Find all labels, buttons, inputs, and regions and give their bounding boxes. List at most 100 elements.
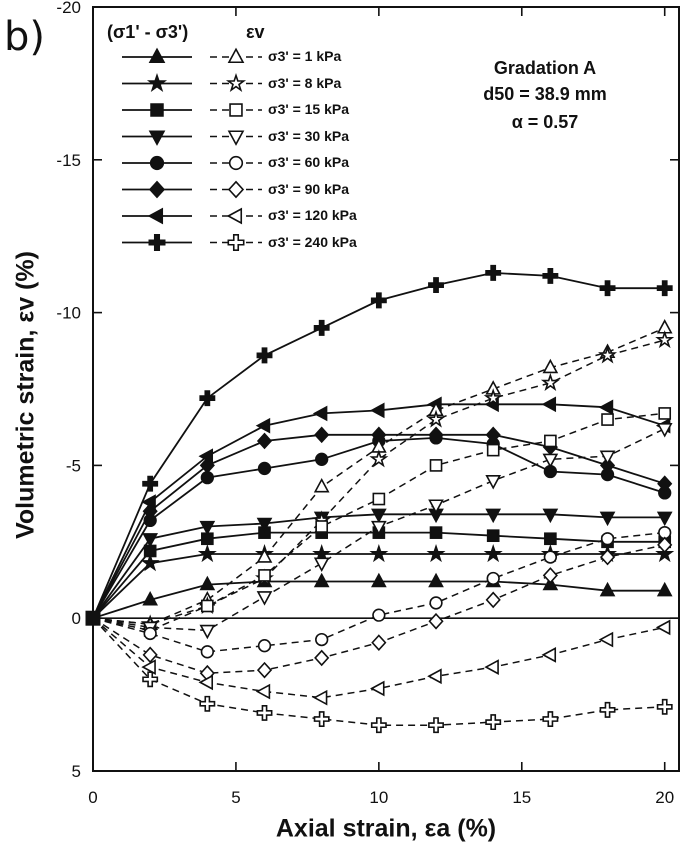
volumetric-point-4 — [256, 591, 273, 606]
volumetric-point-2 — [369, 449, 389, 468]
deviator-point-8 — [199, 390, 216, 407]
volumetric-point-3 — [429, 459, 443, 472]
deviator-point-6 — [599, 457, 616, 474]
deviator-point-6 — [485, 426, 501, 444]
legend-marker-open — [227, 130, 245, 146]
volumetric-point-1 — [542, 358, 559, 374]
y-tick-label: -15 — [56, 151, 81, 170]
volumetric-point-5 — [315, 632, 329, 647]
legend-label: σ3' = 1 kPa — [268, 48, 342, 64]
legend-marker-open — [227, 47, 245, 64]
volumetric-point-3 — [544, 434, 557, 448]
volumetric-point-8 — [199, 695, 216, 712]
deviator-point-5 — [315, 452, 329, 466]
volumetric-point-6 — [142, 646, 158, 664]
legend-label: σ3' = 120 kPa — [268, 207, 357, 223]
legend-marker-filled — [148, 47, 166, 64]
volumetric-point-5 — [200, 645, 214, 659]
deviator-point-3 — [486, 529, 500, 543]
deviator-point-7 — [255, 417, 271, 434]
volumetric-point-3 — [315, 520, 329, 533]
volumetric-point-8 — [142, 671, 159, 688]
volumetric-point-8 — [313, 711, 330, 727]
volumetric-point-7 — [484, 659, 499, 675]
deviator-point-8 — [256, 347, 273, 364]
legend-marker-filled — [149, 155, 165, 171]
volumetric-point-2 — [483, 388, 503, 407]
deviator-point-7 — [312, 405, 328, 422]
deviator-point-7 — [541, 396, 557, 413]
deviator-point-2 — [369, 544, 389, 563]
volumetric-point-2 — [655, 330, 675, 349]
volumetric-point-4 — [485, 475, 502, 490]
deviator-point-1 — [599, 581, 616, 597]
deviator-point-1 — [428, 572, 444, 588]
volumetric-point-7 — [541, 647, 557, 663]
volumetric-point-6 — [371, 634, 387, 651]
deviator-point-8 — [142, 475, 159, 492]
deviator-point-6 — [256, 432, 273, 450]
volumetric-point-5 — [372, 608, 386, 622]
volumetric-point-4 — [428, 499, 444, 514]
volumetric-point-7 — [198, 674, 214, 691]
legend-marker-filled — [148, 234, 166, 251]
legend-marker-open — [226, 207, 243, 225]
deviator-point-4 — [485, 508, 502, 524]
legend-label: σ3' = 90 kPa — [268, 180, 350, 197]
legend-label: σ3' = 240 kPa — [268, 233, 357, 250]
deviator-point-4 — [142, 533, 159, 548]
legend-marker-filled — [148, 130, 166, 146]
volumetric-point-2 — [598, 345, 618, 364]
deviator-point-3 — [544, 532, 557, 546]
origin-marker — [85, 610, 101, 626]
volumetric-series-line-5 — [92, 531, 665, 653]
deviator-point-2 — [483, 544, 503, 563]
deviator-point-2 — [140, 553, 160, 572]
deviator-point-1 — [656, 581, 673, 597]
deviator-point-8 — [485, 264, 502, 281]
deviator-point-6 — [657, 475, 673, 493]
volumetric-point-6 — [542, 567, 558, 584]
legend-header-deviator: (σ1' - σ3') — [107, 22, 189, 42]
volumetric-series-line-8 — [92, 617, 665, 726]
y-tick-label: 5 — [72, 762, 81, 781]
legend-marker-open — [225, 72, 247, 93]
deviator-point-2 — [426, 544, 446, 563]
deviator-point-2 — [655, 544, 675, 563]
legend-marker-open — [228, 155, 244, 171]
y-tick-label: -20 — [56, 0, 81, 17]
volumetric-point-7 — [598, 631, 614, 648]
deviator-point-4 — [199, 520, 216, 536]
y-axis-title: Volumetric strain, εv (%) — [11, 251, 40, 539]
deviator-point-7 — [370, 402, 385, 419]
deviator-point-1 — [371, 572, 387, 588]
plot-frame — [92, 6, 680, 772]
volumetric-point-5 — [143, 626, 157, 641]
annotation-d50: d50 = 38.9 mm — [483, 84, 607, 104]
deviator-point-2 — [197, 544, 217, 563]
x-tick-label: 20 — [655, 788, 674, 807]
volumetric-series-line-7 — [92, 617, 665, 699]
volumetric-point-3 — [658, 407, 672, 420]
volumetric-point-8 — [599, 701, 616, 718]
annotation-gradation: Gradation A — [493, 58, 597, 78]
y-tick-label: -10 — [56, 304, 81, 323]
volumetric-point-3 — [372, 492, 386, 506]
volumetric-point-3 — [486, 443, 500, 457]
legend-marker-open — [229, 103, 243, 117]
volumetric-point-4 — [599, 450, 616, 466]
volumetric-point-8 — [485, 714, 502, 731]
x-tick-label: 10 — [369, 788, 388, 807]
deviator-point-8 — [656, 280, 673, 297]
volumetric-point-7 — [312, 689, 328, 706]
legend-marker-filled — [150, 103, 164, 117]
volumetric-point-3 — [601, 413, 614, 426]
legend-header-volumetric: εv — [246, 22, 265, 42]
deviator-point-4 — [656, 511, 673, 527]
volumetric-point-3 — [201, 599, 214, 613]
deviator-point-1 — [142, 591, 159, 606]
legend-marker-open — [227, 234, 245, 251]
legend-marker-filled — [148, 180, 166, 199]
deviator-point-6 — [314, 426, 330, 444]
